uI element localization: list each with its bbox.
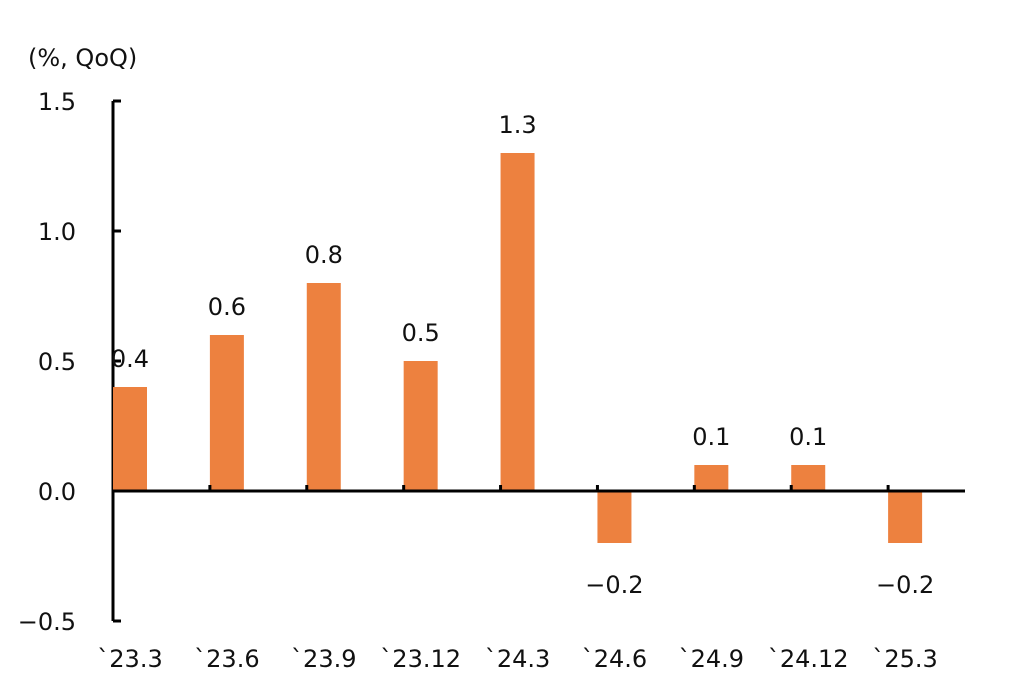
y-tick-label: 1.0 — [38, 218, 76, 246]
x-tick-label: `25.3 — [872, 645, 937, 673]
x-tick-label: `24.9 — [679, 645, 744, 673]
bar-4 — [500, 153, 535, 491]
bar-1 — [209, 335, 244, 491]
y-axis: 1.5 1.0 0.5 0.0 −0.5 — [18, 88, 121, 636]
y-tick-label: 0.0 — [38, 478, 76, 506]
data-label-3: 0.5 — [402, 319, 440, 347]
bar-6 — [694, 465, 729, 491]
data-label-1: 0.6 — [208, 293, 246, 321]
data-label-2: 0.8 — [305, 241, 343, 269]
x-tick-label: `23.12 — [380, 645, 461, 673]
bar-3 — [403, 361, 438, 491]
data-label-7: 0.1 — [789, 423, 827, 451]
x-tick-label: `24.3 — [485, 645, 550, 673]
data-label-8: −0.2 — [876, 571, 934, 599]
x-tick-label: `24.6 — [582, 645, 647, 673]
data-label-0: 0.4 — [111, 345, 149, 373]
data-label-6: 0.1 — [692, 423, 730, 451]
bar-2 — [306, 283, 341, 491]
y-tick-label: 0.5 — [38, 348, 76, 376]
x-tick-label: `23.3 — [97, 645, 162, 673]
data-label-4: 1.3 — [498, 111, 536, 139]
bar-5 — [597, 491, 632, 543]
bar-8 — [888, 491, 923, 543]
bar-7 — [791, 465, 826, 491]
bar-series — [113, 153, 923, 543]
bar-0 — [113, 387, 147, 491]
data-labels: 0.4 0.6 0.8 0.5 1.3 −0.2 0.1 0.1 −0.2 — [111, 111, 934, 599]
x-tick-label: `24.12 — [768, 645, 849, 673]
x-axis: `23.3 `23.6 `23.9 `23.12 `24.3 `24.6 `24.9 `24.… — [97, 485, 965, 673]
y-tick-label: −0.5 — [18, 608, 76, 636]
data-label-5: −0.2 — [585, 571, 643, 599]
x-tick-label: `23.6 — [194, 645, 259, 673]
y-axis-unit-label: (%, QoQ) — [28, 44, 137, 72]
x-tick-label: `23.9 — [291, 645, 356, 673]
y-tick-label: 1.5 — [38, 88, 76, 116]
